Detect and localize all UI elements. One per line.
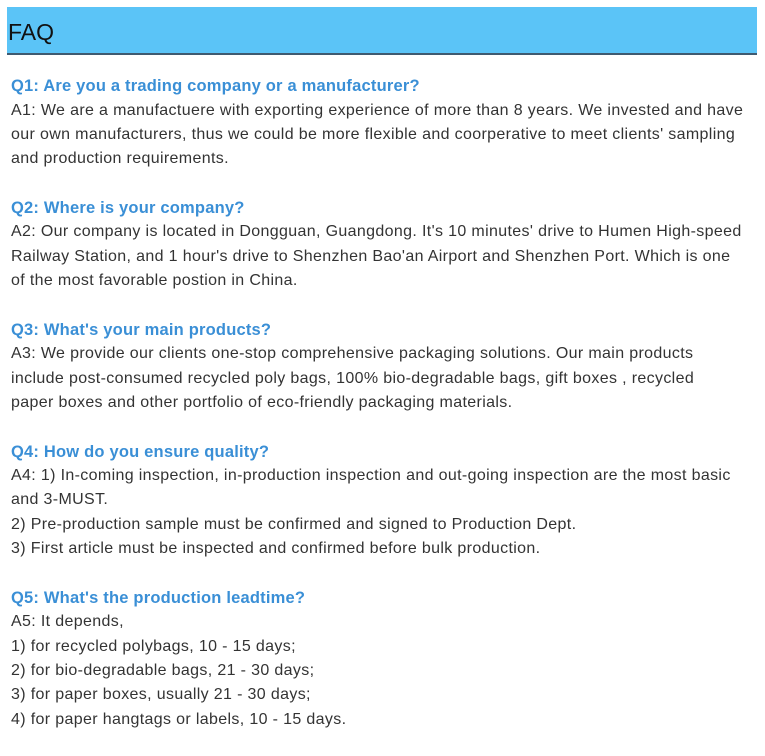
faq-answer-line: 2) Pre-production sample must be confirm…: [11, 515, 577, 533]
faq-answer-line: 3) First article must be inspected and c…: [11, 540, 541, 558]
faq-item: Q3: What's your main products? A3: We pro…: [11, 318, 761, 415]
faq-answer-line: A4: 1) In-coming inspection, in-producti…: [11, 467, 731, 485]
faq-item: Q5: What's the production leadtime? A5: I…: [11, 586, 761, 732]
faq-answer-line: our own manufacturers, thus we could be …: [11, 125, 736, 143]
faq-header: FAQ: [7, 7, 757, 55]
faq-answer-line: of the most favorable postion in China.: [11, 271, 298, 289]
faq-answer-line: and 3-MUST.: [11, 491, 109, 509]
faq-answer-line: 4) for paper hangtags or labels, 10 - 15…: [11, 710, 347, 728]
faq-answer-line: A3: We provide our clients one-stop comp…: [11, 345, 694, 363]
faq-item: Q1: Are you a trading company or a manuf…: [11, 74, 761, 171]
faq-answer-line: 2) for bio-degradable bags, 21 - 30 days…: [11, 661, 315, 679]
faq-answer-line: A5: It depends,: [11, 613, 124, 631]
faq-answer-line: A1: We are a manufactuere with exporting…: [11, 101, 744, 119]
faq-answer-line: and production requirements.: [11, 150, 229, 168]
faq-question: Q5: What's the production leadtime?: [11, 588, 306, 607]
faq-question: Q1: Are you a trading company or a manuf…: [11, 77, 420, 95]
faq-list: Q1: Are you a trading company or a manuf…: [11, 74, 761, 756]
faq-answer-line: Railway Station, and 1 hour's drive to S…: [11, 247, 731, 265]
faq-question: Q4: How do you ensure quality?: [11, 442, 270, 461]
page-title: FAQ: [8, 19, 55, 45]
faq-item: Q2: Where is your company? A2: Our compan…: [11, 196, 761, 293]
faq-item: Q4: How do you ensure quality? A4: 1) In-…: [11, 440, 761, 562]
faq-answer-line: 1) for recycled polybags, 10 - 15 days;: [11, 637, 296, 655]
faq-question: Q2: Where is your company?: [11, 198, 245, 217]
faq-question: Q3: What's your main products?: [11, 320, 272, 339]
faq-answer-line: A2: Our company is located in Dongguan, …: [11, 223, 742, 241]
faq-answer-line: paper boxes and other portfolio of eco-f…: [11, 393, 513, 411]
faq-answer-line: 3) for paper boxes, usually 21 - 30 days…: [11, 686, 311, 704]
faq-answer-line: include post-consumed recycled poly bags…: [11, 369, 695, 387]
